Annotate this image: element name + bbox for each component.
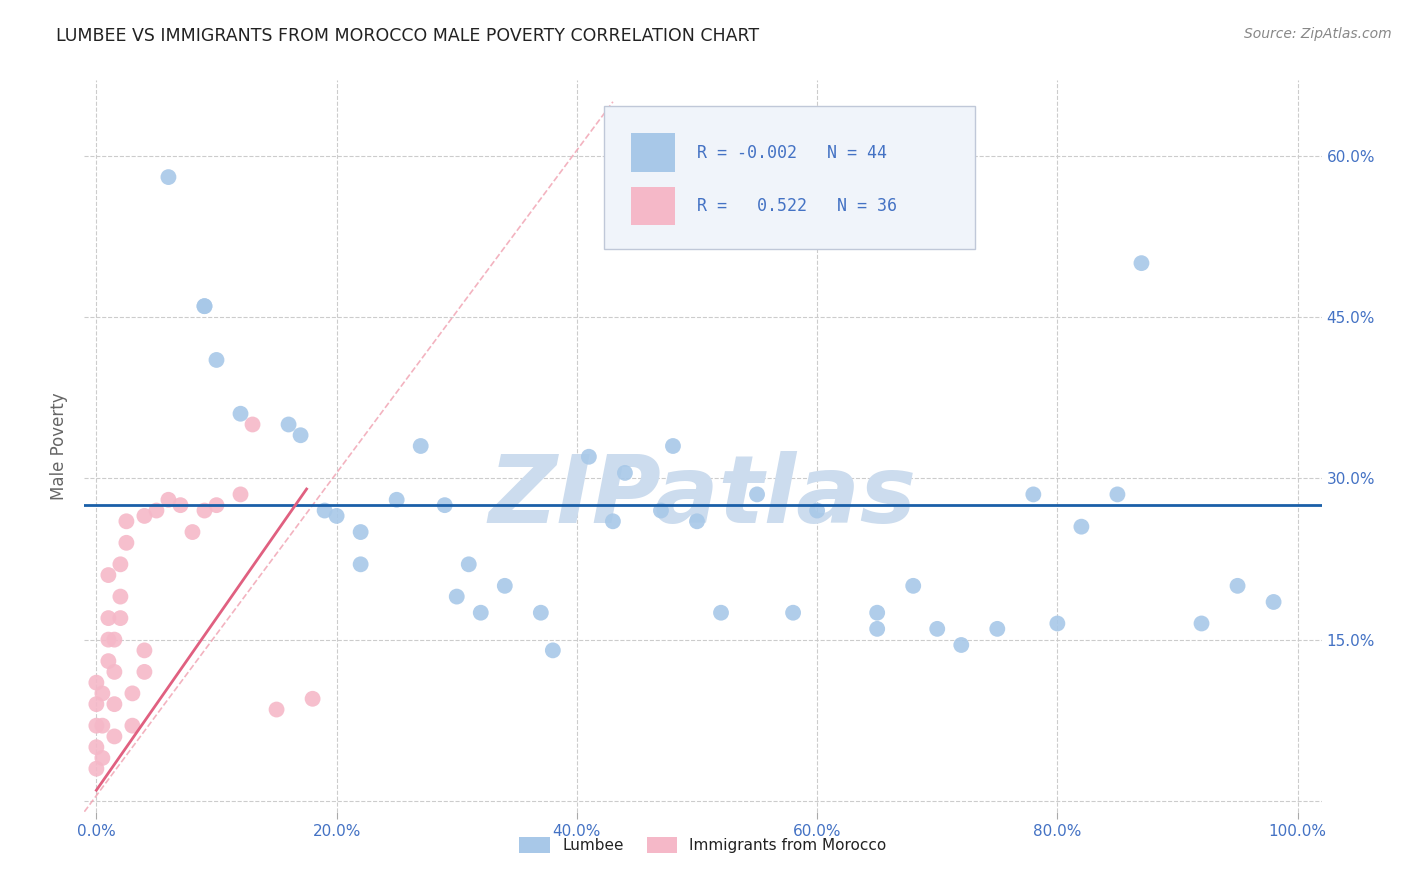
Point xyxy=(986,622,1008,636)
Point xyxy=(650,503,672,517)
Point xyxy=(115,514,138,528)
Point xyxy=(277,417,299,432)
FancyBboxPatch shape xyxy=(631,186,675,225)
Point xyxy=(662,439,685,453)
Point xyxy=(193,503,215,517)
Point xyxy=(1226,579,1249,593)
Point xyxy=(97,611,120,625)
Point xyxy=(745,487,768,501)
Point xyxy=(866,606,889,620)
Point xyxy=(115,536,138,550)
Point xyxy=(86,675,108,690)
Point xyxy=(686,514,709,528)
Text: R =   0.522   N = 36: R = 0.522 N = 36 xyxy=(697,197,897,215)
Point xyxy=(91,751,114,765)
Point xyxy=(110,558,132,572)
Point xyxy=(169,498,191,512)
Point xyxy=(806,503,828,517)
Point xyxy=(103,697,125,711)
Point xyxy=(242,417,264,432)
Point xyxy=(193,299,215,313)
Point xyxy=(866,622,889,636)
Point xyxy=(1022,487,1045,501)
Point xyxy=(134,643,156,657)
Point xyxy=(470,606,492,620)
Point xyxy=(91,686,114,700)
FancyBboxPatch shape xyxy=(605,106,976,249)
Point xyxy=(110,590,132,604)
Text: Source: ZipAtlas.com: Source: ZipAtlas.com xyxy=(1244,27,1392,41)
Point xyxy=(325,508,347,523)
Point xyxy=(494,579,516,593)
Point xyxy=(157,170,180,185)
Point xyxy=(433,498,456,512)
Point xyxy=(350,558,373,572)
Point xyxy=(134,508,156,523)
Point xyxy=(97,568,120,582)
Point xyxy=(110,611,132,625)
Point xyxy=(457,558,479,572)
Point xyxy=(86,740,108,755)
Point xyxy=(290,428,312,442)
Y-axis label: Male Poverty: Male Poverty xyxy=(51,392,69,500)
Point xyxy=(314,503,336,517)
Point xyxy=(1046,616,1069,631)
Point xyxy=(229,407,252,421)
Point xyxy=(157,492,180,507)
Text: R = -0.002   N = 44: R = -0.002 N = 44 xyxy=(697,145,887,162)
Point xyxy=(578,450,600,464)
Point xyxy=(205,353,228,368)
Point xyxy=(121,719,143,733)
Point xyxy=(86,697,108,711)
Point xyxy=(103,632,125,647)
Point xyxy=(97,654,120,668)
Point xyxy=(541,643,564,657)
Point xyxy=(1107,487,1129,501)
Point xyxy=(103,730,125,744)
Point xyxy=(205,498,228,512)
Point xyxy=(134,665,156,679)
Point xyxy=(950,638,973,652)
Point xyxy=(350,524,373,539)
Point xyxy=(145,503,167,517)
Point xyxy=(385,492,408,507)
Point xyxy=(97,632,120,647)
Point xyxy=(103,665,125,679)
Point xyxy=(121,686,143,700)
Point xyxy=(710,606,733,620)
Point xyxy=(266,702,288,716)
Point xyxy=(301,691,323,706)
Point xyxy=(1130,256,1153,270)
Text: ZIPatlas: ZIPatlas xyxy=(489,451,917,543)
Point xyxy=(446,590,468,604)
Point xyxy=(91,719,114,733)
Legend: Lumbee, Immigrants from Morocco: Lumbee, Immigrants from Morocco xyxy=(513,830,893,859)
Point xyxy=(927,622,949,636)
Point xyxy=(181,524,204,539)
Point xyxy=(86,719,108,733)
Text: LUMBEE VS IMMIGRANTS FROM MOROCCO MALE POVERTY CORRELATION CHART: LUMBEE VS IMMIGRANTS FROM MOROCCO MALE P… xyxy=(56,27,759,45)
Point xyxy=(229,487,252,501)
Point xyxy=(613,466,636,480)
Point xyxy=(782,606,804,620)
Point xyxy=(193,299,215,313)
Point xyxy=(1263,595,1285,609)
Point xyxy=(530,606,553,620)
Point xyxy=(1070,519,1092,533)
FancyBboxPatch shape xyxy=(631,133,675,171)
Point xyxy=(903,579,925,593)
Point xyxy=(86,762,108,776)
Point xyxy=(409,439,432,453)
Point xyxy=(1191,616,1213,631)
Point xyxy=(602,514,624,528)
